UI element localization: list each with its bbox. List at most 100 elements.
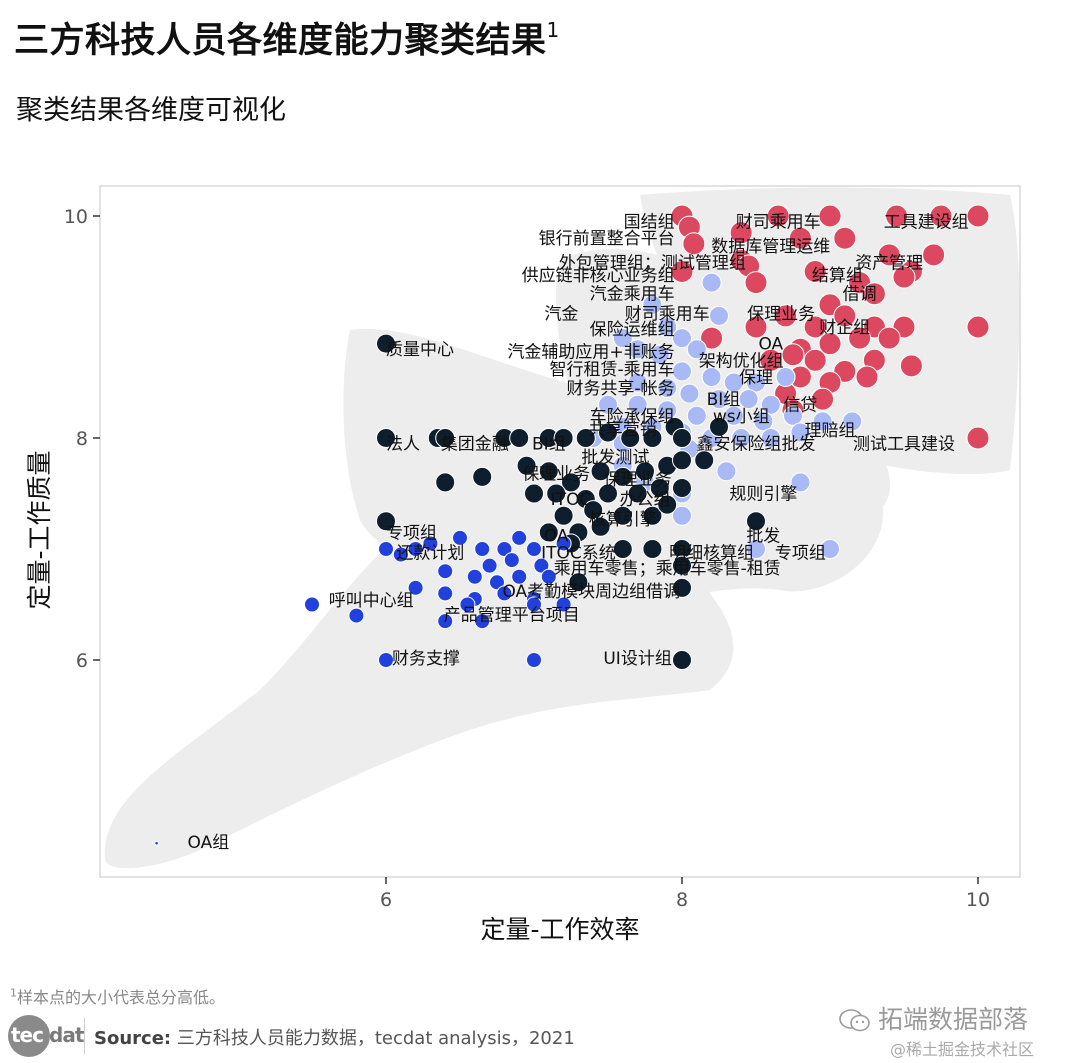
logo-circle xyxy=(8,1015,50,1057)
data-point xyxy=(348,607,365,624)
data-point xyxy=(672,650,692,670)
data-point xyxy=(509,428,530,448)
point-label: 周边组借调 xyxy=(595,582,680,602)
logo-text-dat: dat xyxy=(49,1023,84,1047)
hull-lightblue-cluster xyxy=(556,249,890,523)
data-point xyxy=(649,344,670,365)
source-text: 三方科技人员能力数据，tecdat analysis，2021 xyxy=(171,1028,575,1049)
data-point xyxy=(612,466,633,487)
data-point xyxy=(812,411,833,432)
point-label: 结算组 xyxy=(812,266,863,286)
data-point xyxy=(694,450,715,471)
data-point xyxy=(657,317,678,337)
data-point xyxy=(766,204,790,228)
data-point xyxy=(729,221,753,245)
point-label: BI组 xyxy=(707,390,741,410)
point-label: 共享营销 xyxy=(589,420,657,440)
data-point xyxy=(760,428,781,448)
data-point xyxy=(790,422,811,443)
data-point xyxy=(781,343,805,367)
point-label: 保理业务 xyxy=(747,305,815,325)
point-label: 数据库管理运维 xyxy=(711,237,830,257)
data-point xyxy=(642,294,663,315)
y-tick-label: 10 xyxy=(64,206,88,228)
data-point xyxy=(670,260,694,283)
point-label: 规则引擎 xyxy=(729,485,797,505)
wechat-icon xyxy=(839,1009,870,1032)
x-tick-label: 6 xyxy=(380,889,392,911)
watermark-sub: @稀土掘金技术社区 xyxy=(890,1040,1035,1059)
data-point xyxy=(790,472,811,493)
data-point xyxy=(966,204,990,228)
data-point xyxy=(376,333,396,354)
data-point xyxy=(612,505,633,526)
data-point xyxy=(709,305,729,326)
point-label: 批发测试 xyxy=(581,448,649,468)
data-point xyxy=(526,596,542,613)
data-point xyxy=(538,461,559,482)
point-label: 外包管理组；测试管理组 xyxy=(559,254,746,274)
data-point xyxy=(877,326,901,350)
data-point xyxy=(759,348,783,372)
data-point xyxy=(376,428,396,448)
data-point xyxy=(922,243,946,267)
data-point xyxy=(966,426,990,450)
point-label: 供应链非核心业务组 xyxy=(522,266,675,286)
data-point xyxy=(649,477,670,498)
data-point xyxy=(642,539,663,559)
data-point xyxy=(701,272,722,293)
data-point xyxy=(803,260,827,283)
data-point xyxy=(524,483,544,504)
footnote: 1样本点的大小代表总分高低。 xyxy=(10,984,225,1008)
point-label: 智行租赁-乘用车 xyxy=(549,360,674,380)
point-label: 汽金辅助应用+非账务 xyxy=(507,342,674,362)
data-point xyxy=(489,574,505,591)
data-point xyxy=(966,315,990,339)
data-point xyxy=(533,557,550,574)
source-label: Source: xyxy=(94,1028,172,1049)
footnote-marker: 1 xyxy=(10,986,17,1000)
data-point xyxy=(472,466,493,487)
data-point xyxy=(700,326,724,350)
point-label: 汽金 xyxy=(544,305,578,325)
footnote-text: 样本点的大小代表总分高低。 xyxy=(17,988,226,1007)
data-point xyxy=(481,557,498,574)
point-label: 财企组 xyxy=(819,318,870,338)
data-point xyxy=(516,455,537,476)
data-point xyxy=(682,232,706,256)
data-point xyxy=(803,315,827,339)
data-point xyxy=(709,389,729,410)
plot-border xyxy=(99,185,1021,878)
data-point xyxy=(437,563,454,580)
point-label: 理赔组 xyxy=(805,421,856,441)
watermark-main: 拓端数据部落 xyxy=(838,1000,1028,1036)
data-point xyxy=(686,405,707,426)
data-point xyxy=(378,652,394,668)
data-point xyxy=(612,539,633,559)
point-label: 银行前置整合平台 xyxy=(539,229,675,249)
data-point xyxy=(855,365,879,389)
data-point xyxy=(635,461,655,482)
point-label: 测试工具建设 xyxy=(853,435,955,455)
data-point xyxy=(672,450,692,471)
source-line: Source: 三方科技人员能力数据，tecdat analysis，2021 xyxy=(94,1024,575,1050)
data-point xyxy=(746,539,766,559)
title-text: 三方科技人员各维度能力聚类结果 xyxy=(14,21,547,61)
data-point xyxy=(590,516,611,537)
x-tick-label: 10 xyxy=(966,889,990,911)
data-point xyxy=(546,483,567,504)
data-point xyxy=(672,428,692,448)
data-point xyxy=(818,332,842,356)
point-label: 乘用车零售；乘用车零售-租赁 xyxy=(554,559,781,579)
point-label: 批发 xyxy=(746,527,780,547)
data-point xyxy=(496,541,513,557)
data-point xyxy=(553,428,574,448)
data-point xyxy=(555,535,572,552)
data-point xyxy=(833,226,857,250)
data-point xyxy=(885,204,909,228)
data-point xyxy=(452,529,468,546)
point-label: 还款计划 xyxy=(396,543,464,563)
data-point xyxy=(746,511,766,532)
point-label: 保理业务 xyxy=(604,470,672,490)
watermark-text: 拓端数据部落 xyxy=(878,1005,1029,1034)
